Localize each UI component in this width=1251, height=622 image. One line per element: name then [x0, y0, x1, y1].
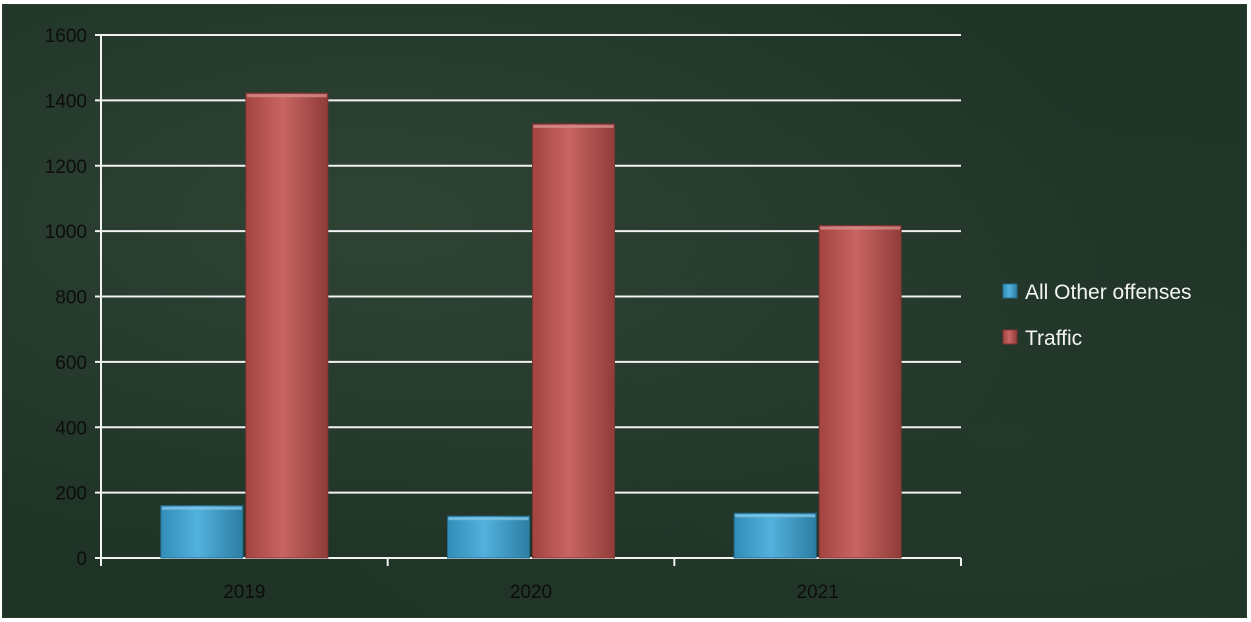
gridlines [101, 34, 961, 494]
x-tick-label: 2019 [223, 582, 265, 603]
bar-top-highlight [448, 517, 529, 521]
x-tick-labels: 2019 2020 2021 [223, 582, 839, 603]
y-tick-label: 1600 [45, 26, 87, 47]
bar-top-highlight [735, 514, 816, 518]
bar-top-highlight [246, 94, 327, 98]
bars [160, 92, 902, 559]
legend-swatch-all-other-offenses [1002, 283, 1018, 299]
y-tick-labels: 0 200 400 600 800 1000 1200 1400 1600 [45, 26, 87, 570]
y-tick-label: 1400 [45, 91, 87, 112]
y-tick-label: 800 [55, 288, 87, 309]
bar-all-other-offenses-2019 [160, 505, 244, 559]
x-tick-label: 2021 [797, 582, 839, 603]
bar-top-highlight [161, 506, 242, 510]
bar-traffic-2021 [818, 225, 902, 559]
y-tick-label: 1200 [45, 157, 87, 178]
y-tick-label: 400 [55, 418, 87, 439]
y-tick-label: 1000 [45, 222, 87, 243]
bar-all-other-offenses-2021 [733, 512, 817, 559]
y-tick-label: 0 [76, 549, 87, 570]
y-tick-label: 200 [55, 484, 87, 505]
bar-all-other-offenses-2020 [447, 515, 530, 559]
y-tick-label: 600 [55, 353, 87, 374]
legend-swatch-traffic [1002, 329, 1018, 345]
legend-label: All Other offenses [1025, 281, 1192, 304]
legend: All Other offenses Traffic [1002, 281, 1192, 350]
bar-top-highlight [820, 226, 901, 230]
bar-traffic-2019 [245, 92, 329, 559]
bar-top-highlight [533, 124, 614, 128]
axes [95, 34, 962, 566]
x-tick-label: 2020 [510, 582, 552, 603]
bar-traffic-2020 [532, 123, 615, 559]
legend-label: Traffic [1025, 327, 1082, 350]
chart-frame: 0 200 400 600 800 1000 1200 1400 1600 2019 2020 20… [2, 4, 1247, 618]
